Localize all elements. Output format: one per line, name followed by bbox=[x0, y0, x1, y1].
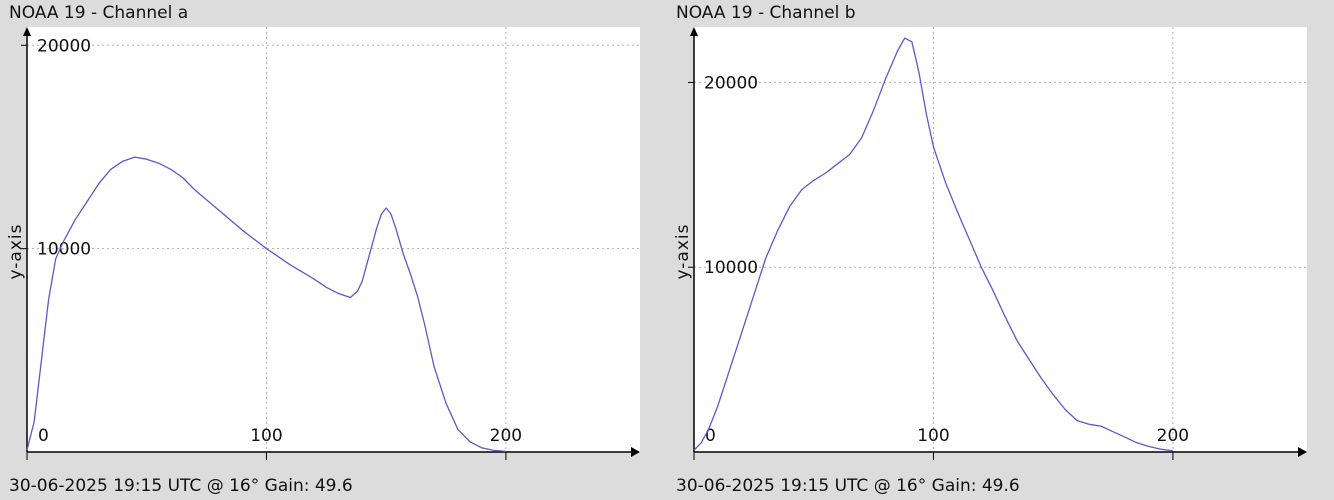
x-tick-label: 0 bbox=[38, 426, 49, 446]
series-line bbox=[693, 37, 1173, 452]
y-axis-arrow bbox=[23, 27, 31, 36]
line-chart: 0 100 200 10000 20000 y-axis bbox=[6, 27, 640, 460]
chart-footer: 30-06-2025 19:15 UTC @ 16° Gain: 49.6 bbox=[9, 476, 353, 496]
y-axis-arrow bbox=[690, 27, 698, 36]
x-axis-arrow bbox=[1298, 447, 1307, 457]
chart-footer: 30-06-2025 19:15 UTC @ 16° Gain: 49.6 bbox=[676, 476, 1020, 496]
series-line bbox=[26, 156, 506, 453]
x-tick-label: 100 bbox=[250, 426, 282, 446]
y-tick-label: 20000 bbox=[37, 36, 91, 56]
chart-title: NOAA 19 - Channel b bbox=[676, 3, 856, 23]
chart-title: NOAA 19 - Channel a bbox=[9, 3, 189, 23]
chart-panel-b: NOAA 19 - Channel b 0 100 200 10000 20000 y-a… bbox=[667, 0, 1334, 500]
y-axis-label: y-axis bbox=[6, 224, 26, 280]
y-tick-label: 10000 bbox=[704, 258, 758, 278]
line-chart: 0 100 200 10000 20000 y-axis bbox=[673, 27, 1307, 460]
plot-area bbox=[694, 27, 1307, 452]
x-tick-label: 100 bbox=[917, 426, 949, 446]
x-tick-label: 0 bbox=[705, 426, 716, 446]
chart-panel-a: NOAA 19 - Channel a 0 100 200 10000 20000 y-a… bbox=[6, 3, 640, 496]
y-axis-label: y-axis bbox=[673, 224, 693, 280]
x-tick-label: 200 bbox=[1157, 426, 1189, 446]
y-tick-label: 20000 bbox=[704, 73, 758, 93]
y-tick-label: 10000 bbox=[37, 240, 91, 260]
x-tick-label: 200 bbox=[490, 426, 522, 446]
plot-area bbox=[27, 27, 640, 452]
x-axis-arrow bbox=[631, 447, 640, 457]
